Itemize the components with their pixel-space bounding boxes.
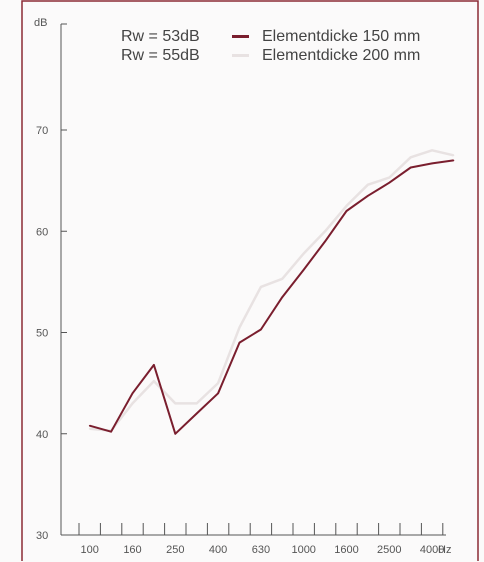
series-1-point	[260, 328, 262, 331]
series-1-point	[110, 430, 112, 433]
series-2-point	[345, 205, 348, 207]
series-2-point	[131, 402, 134, 405]
series-1-point	[281, 296, 284, 298]
x-tick-label: 160	[123, 544, 141, 556]
y-tick-label: 40	[36, 429, 48, 441]
series-2-point	[195, 402, 198, 405]
series-1-point	[431, 162, 433, 165]
x-axis-unit-label: Hz	[438, 544, 451, 556]
series-1-point	[238, 341, 241, 344]
series-1-point	[409, 166, 412, 169]
series-2-point	[452, 154, 455, 157]
series-1-point	[388, 181, 391, 184]
y-tick-label: 60	[36, 226, 48, 238]
x-tick-label: 1600	[334, 544, 358, 556]
y-tick-label: 30	[36, 530, 48, 542]
series-2-point	[217, 382, 219, 384]
x-tick-label: 2500	[377, 544, 401, 556]
series-1-point	[217, 392, 219, 395]
series-1-point	[88, 424, 91, 427]
chart-border	[21, 0, 479, 561]
series-2-point	[367, 183, 369, 186]
series-1-point	[452, 159, 455, 162]
x-tick-label: 4000	[420, 544, 444, 556]
legend-label-series-2: Elementdicke 200 mm	[262, 47, 420, 64]
y-tick-label: 70	[36, 125, 48, 137]
y-tick-label: 50	[36, 328, 48, 340]
series-1-point	[345, 210, 348, 212]
x-tick-label: 400	[209, 544, 227, 556]
x-tick-label: 630	[252, 544, 270, 556]
series-1-point	[367, 195, 369, 197]
x-tick-label: 250	[166, 544, 184, 556]
series-2-point	[174, 402, 177, 405]
series-2-point	[153, 380, 155, 382]
series-2-point	[409, 156, 412, 159]
series-line-1	[89, 159, 454, 435]
x-tick-label: 100	[81, 544, 99, 556]
series-2-point	[431, 149, 433, 152]
legend: Rw = 53dB Rw = 55dB Elementdicke 150 mm …	[121, 28, 420, 64]
legend-swatch-series-2	[232, 54, 249, 57]
legend-swatch-series-1	[232, 35, 249, 38]
series-2-point	[88, 427, 91, 430]
series-1-point	[131, 392, 134, 395]
axes: 30 40 50 60 70 100 160 250 400 630 1000 1600 2500 400…	[36, 23, 446, 556]
series-2-point	[388, 176, 391, 179]
y-axis-label: dB	[34, 17, 47, 29]
series-line-2	[89, 149, 454, 432]
series-layer	[88, 149, 455, 435]
series-1-point	[153, 364, 155, 366]
series-1-point	[195, 412, 198, 415]
series-2-point	[302, 252, 305, 255]
legend-rw-label-2: Rw = 55dB	[121, 47, 200, 64]
series-1-point	[174, 433, 177, 435]
series-2-point	[238, 326, 241, 329]
series-1-point	[302, 268, 305, 271]
legend-rw-label-1: Rw = 53dB	[121, 28, 200, 45]
x-tick-label: 1000	[291, 544, 315, 556]
series-1-point	[324, 240, 326, 243]
series-2-point	[281, 278, 284, 280]
series-2-point	[324, 230, 326, 233]
legend-label-series-1: Elementdicke 150 mm	[262, 28, 420, 45]
series-2-point	[260, 286, 262, 288]
